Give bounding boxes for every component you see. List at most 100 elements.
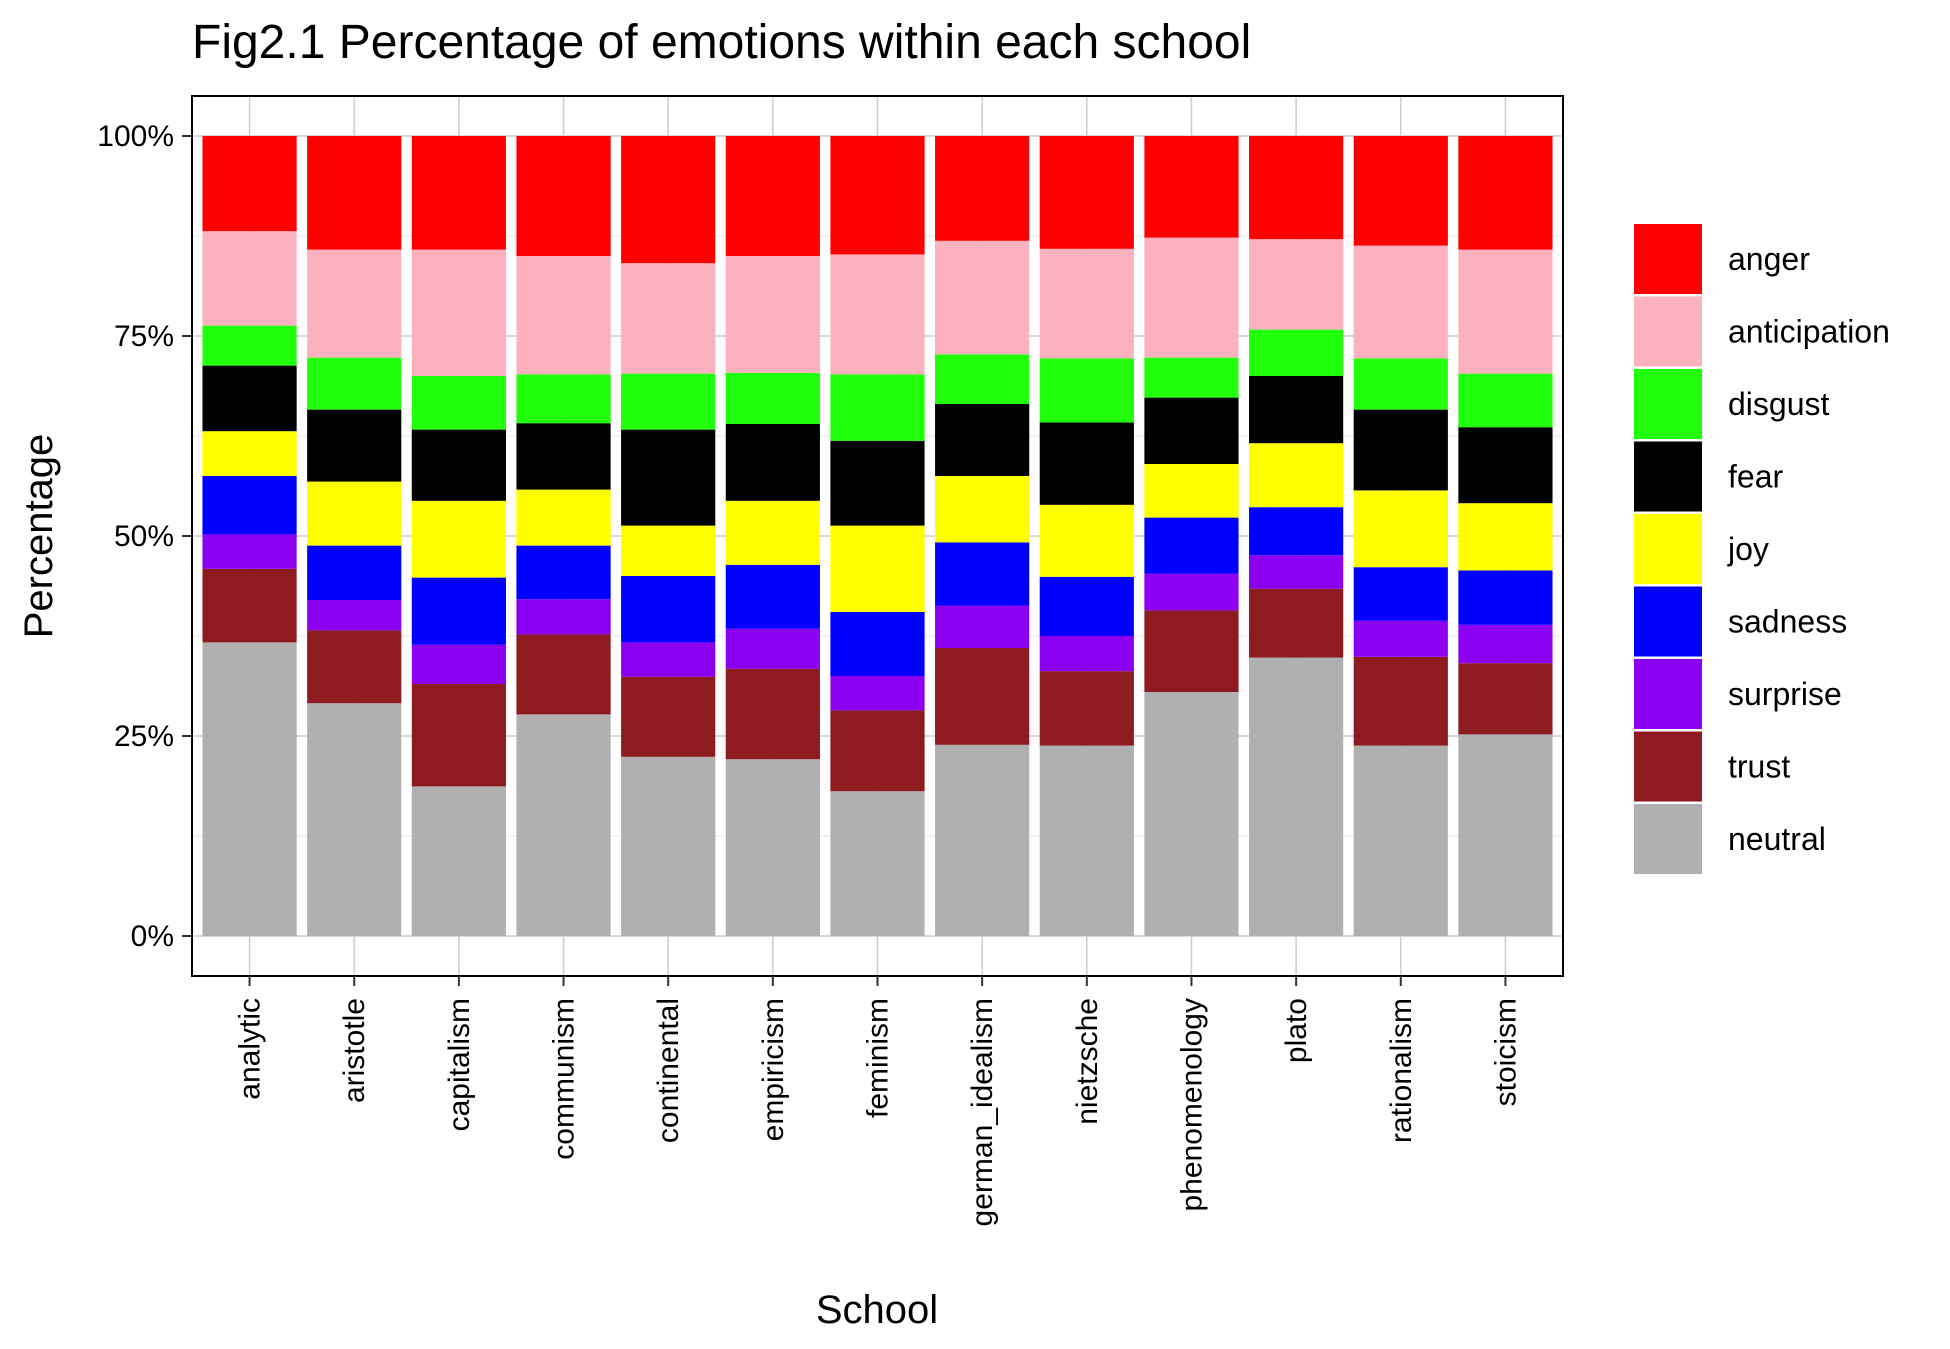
bar-segment-anticipation — [1353, 245, 1448, 359]
bar-segment-disgust — [307, 357, 402, 410]
legend-label: trust — [1728, 749, 1790, 785]
bar-segment-surprise — [1144, 573, 1239, 611]
bar-stack-feminism — [830, 136, 925, 936]
bar-segment-surprise — [725, 628, 820, 669]
bar-segment-joy — [1353, 490, 1448, 568]
bar-segment-trust — [1458, 663, 1553, 735]
bar-segment-joy — [725, 500, 820, 565]
bar-segment-surprise — [202, 534, 297, 569]
y-tick-label: 100% — [97, 120, 174, 153]
bar-segment-disgust — [202, 325, 297, 366]
legend-key — [1634, 586, 1702, 657]
bar-segment-anger — [411, 136, 506, 250]
legend-label: anger — [1728, 241, 1810, 277]
bar-stack-stoicism — [1458, 136, 1553, 936]
bar-segment-surprise — [621, 642, 716, 677]
y-axis: 0% 25% 50% 75% 100% — [97, 120, 192, 953]
legend-label: surprise — [1728, 676, 1842, 712]
bar-segment-anger — [725, 136, 820, 256]
bar-segment-fear — [516, 423, 611, 490]
bar-segment-surprise — [411, 644, 506, 684]
bar-stack-aristotle — [307, 136, 402, 936]
x-tick-label: continental — [652, 998, 685, 1143]
legend-label: joy — [1727, 531, 1769, 567]
x-tick-label: analytic — [234, 998, 267, 1100]
bar-segment-disgust — [1039, 358, 1134, 423]
bar-segment-anger — [1353, 136, 1448, 246]
legend-item-fear: fear — [1634, 441, 1783, 512]
bar-segment-fear — [411, 429, 506, 501]
bar-segment-surprise — [516, 599, 611, 635]
bar-segment-joy — [1144, 464, 1239, 518]
chart-title: Fig2.1 Percentage of emotions within eac… — [192, 16, 1251, 69]
bar-segment-disgust — [830, 374, 925, 441]
bar-stack-capitalism — [411, 136, 506, 936]
bar-segment-joy — [202, 431, 297, 476]
legend-item-joy: joy — [1634, 514, 1769, 584]
bar-segment-anger — [516, 136, 611, 256]
bar-segment-disgust — [1249, 329, 1344, 376]
legend-key — [1634, 224, 1702, 294]
bar-segment-trust — [516, 634, 611, 715]
bar-segment-disgust — [516, 374, 611, 424]
bar-segment-disgust — [621, 373, 716, 430]
legend-label: anticipation — [1728, 314, 1890, 350]
legend-label: disgust — [1728, 386, 1830, 422]
bar-segment-anticipation — [621, 263, 716, 374]
bar-segment-disgust — [1144, 357, 1239, 398]
bar-segment-sadness — [516, 545, 611, 600]
bar-segment-surprise — [1039, 636, 1134, 672]
bar-segment-disgust — [1458, 373, 1553, 428]
bar-segment-anticipation — [307, 249, 402, 358]
bar-segment-trust — [1039, 671, 1134, 746]
bars — [202, 136, 1553, 936]
x-tick-label: plato — [1280, 998, 1313, 1063]
bar-segment-fear — [1249, 376, 1344, 444]
legend-label: sadness — [1728, 604, 1847, 640]
bar-segment-trust — [1249, 588, 1344, 658]
bar-segment-anger — [202, 136, 297, 232]
bar-segment-trust — [1144, 610, 1239, 692]
bar-segment-neutral — [411, 786, 506, 936]
x-tick-label: nietzsche — [1071, 998, 1104, 1125]
bar-segment-anger — [1458, 136, 1553, 250]
legend-key — [1634, 731, 1702, 802]
bar-segment-sadness — [935, 542, 1030, 606]
bar-segment-trust — [935, 648, 1030, 745]
bar-segment-surprise — [935, 605, 1030, 648]
bar-segment-anticipation — [935, 240, 1030, 355]
legend-label: fear — [1728, 459, 1783, 495]
legend-item-neutral: neutral — [1634, 804, 1826, 874]
x-axis: analytic aristotle capitalism communism cont… — [234, 976, 1522, 1226]
bar-segment-neutral — [621, 756, 716, 936]
legend-item-disgust: disgust — [1634, 369, 1830, 439]
y-tick-label: 25% — [114, 720, 174, 753]
bar-segment-neutral — [1144, 692, 1239, 936]
legend-item-anticipation: anticipation — [1634, 296, 1890, 367]
bar-segment-anticipation — [411, 249, 506, 376]
bar-segment-fear — [621, 429, 716, 526]
bar-segment-sadness — [202, 476, 297, 535]
bar-segment-neutral — [1249, 657, 1344, 936]
bar-segment-fear — [307, 409, 402, 482]
bar-segment-joy — [1458, 503, 1553, 571]
bar-segment-trust — [621, 676, 716, 757]
bar-segment-fear — [830, 440, 925, 526]
bar-segment-anger — [1144, 136, 1239, 238]
bar-segment-sadness — [830, 612, 925, 676]
legend-item-trust: trust — [1634, 731, 1790, 802]
bar-segment-sadness — [411, 577, 506, 645]
bar-segment-sadness — [1249, 507, 1344, 556]
bar-segment-fear — [1039, 422, 1134, 505]
bar-stack-phenomenology — [1144, 136, 1239, 936]
bar-segment-joy — [621, 525, 716, 576]
bar-segment-anticipation — [1249, 239, 1344, 330]
legend-item-anger: anger — [1634, 224, 1810, 294]
bar-segment-trust — [411, 684, 506, 787]
bar-segment-neutral — [1458, 734, 1553, 936]
bar-segment-sadness — [1458, 570, 1553, 625]
bar-segment-neutral — [516, 714, 611, 936]
x-tick-label: feminism — [862, 998, 895, 1118]
bar-segment-anger — [830, 136, 925, 255]
